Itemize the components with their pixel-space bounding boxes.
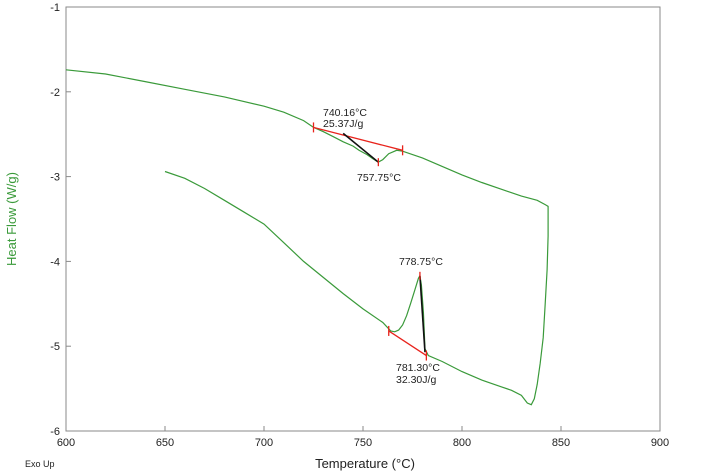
x-tick-label: 800 [453, 437, 471, 449]
y-axis-ticks: -1 -2 -3 -4 -5 -6 [50, 2, 71, 438]
peak-1-area-label: 25.37J/g [323, 118, 363, 130]
y-tick-label: -6 [50, 426, 60, 438]
x-tick-label: 700 [255, 437, 273, 449]
peak-1-onset-label: 740.16°C [323, 107, 367, 119]
y-tick-label: -4 [50, 256, 60, 268]
peak-2-peak-label: 778.75°C [399, 256, 443, 268]
peak-1-baseline [313, 126, 403, 151]
heat-flow-curve [65, 69, 549, 406]
plot-frame [65, 6, 661, 432]
x-tick-label: 650 [156, 437, 174, 449]
exo-up-note: Exo Up [25, 459, 55, 469]
peak-1-peak-label: 757.75°C [357, 172, 401, 184]
y-tick-label: -3 [50, 172, 60, 184]
x-tick-label: 750 [354, 437, 372, 449]
peak-1-integral-line [342, 132, 379, 163]
x-tick-label: 850 [552, 437, 570, 449]
peak-2-onset-label: 781.30°C [396, 362, 440, 374]
y-tick-label: -1 [50, 2, 60, 14]
peak-2-baseline [388, 330, 427, 357]
y-axis-title: Heat Flow (W/g) [4, 172, 19, 266]
x-axis-ticks: 600 650 700 750 800 850 900 [57, 426, 669, 449]
x-tick-label: 600 [57, 437, 75, 449]
y-tick-label: -5 [50, 341, 60, 353]
x-axis-title: Temperature (°C) [315, 456, 415, 471]
y-tick-label: -2 [50, 87, 60, 99]
peak-2-integral-line [419, 275, 426, 353]
x-tick-label: 900 [651, 437, 669, 449]
peak-2-area-label: 32.30J/g [396, 374, 436, 386]
